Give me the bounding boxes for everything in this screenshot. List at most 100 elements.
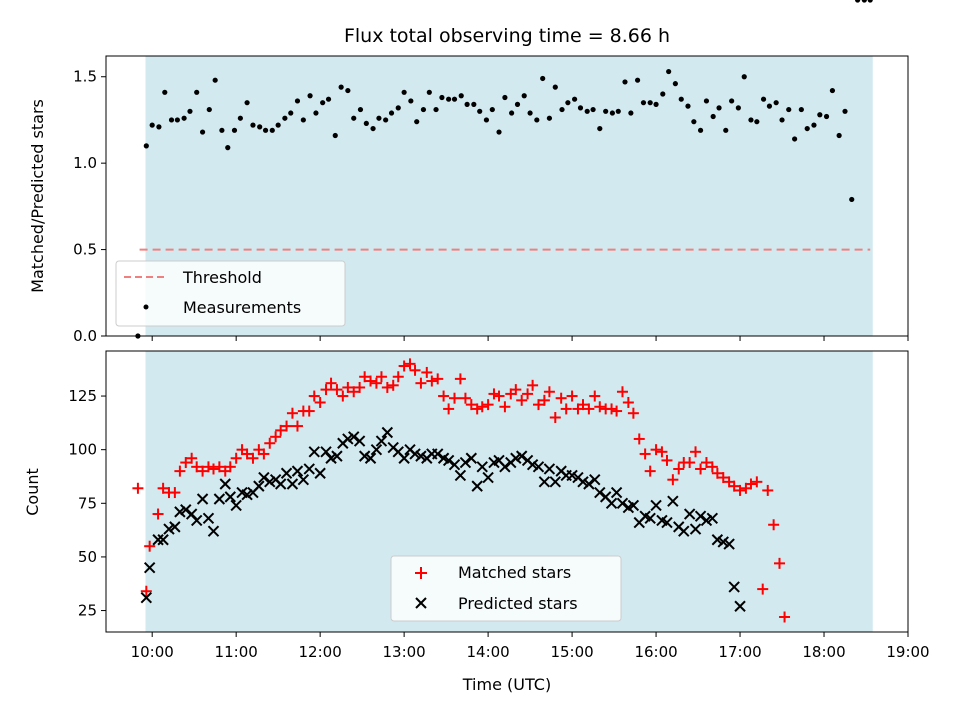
measurement-point: [143, 143, 149, 149]
measurement-point: [823, 113, 830, 120]
measurement-point: [817, 112, 823, 118]
measurement-point: [420, 106, 427, 113]
matched-star-marker: [616, 386, 628, 398]
measurement-point: [502, 94, 508, 101]
measurement-point: [735, 105, 741, 111]
predicted-star-marker: [650, 499, 662, 512]
predicted-star-marker: [549, 476, 561, 488]
measurement-point: [237, 115, 243, 121]
matched-star-marker: [432, 373, 444, 385]
bottom-y-tick-label: 25: [78, 602, 97, 620]
matched-star-marker: [286, 407, 298, 419]
measurement-point: [325, 96, 332, 102]
matched-star-marker: [661, 454, 673, 466]
top-y-axis-label: Matched/Predicted stars: [28, 99, 47, 293]
measurement-point: [446, 96, 452, 102]
matched-star-marker: [157, 482, 169, 494]
measurement-point: [275, 122, 281, 128]
measurement-point: [647, 100, 653, 106]
matched-star-marker: [140, 585, 152, 597]
predicted-star-marker: [661, 516, 673, 529]
measurement-point: [786, 106, 792, 113]
matched-star-marker: [409, 364, 421, 376]
matched-star-marker: [325, 377, 337, 389]
predicted-star-marker: [465, 452, 478, 464]
measurement-point: [483, 117, 490, 123]
measurement-point: [307, 93, 313, 99]
matched-star-marker: [706, 461, 718, 473]
legend-threshold-label: Threshold: [182, 268, 262, 287]
predicted-star-marker: [180, 504, 192, 516]
measurement-point: [257, 124, 263, 130]
measurement-point: [395, 105, 401, 111]
matched-star-marker: [169, 487, 181, 499]
predicted-star-marker: [459, 456, 472, 469]
predicted-star-marker: [442, 454, 455, 467]
measurement-point: [609, 110, 615, 116]
measurement-point: [496, 129, 502, 135]
measurement-point: [527, 110, 533, 116]
x-tick-label: 16:00: [634, 643, 677, 661]
matched-star-marker: [762, 484, 774, 496]
bottom-y-tick-label: 125: [68, 387, 97, 405]
predicted-star-marker: [627, 499, 640, 512]
measurement-point: [471, 101, 477, 107]
measurement-point: [773, 100, 779, 106]
measurement-point: [231, 127, 238, 133]
matched-star-marker: [594, 401, 606, 413]
matched-star-marker: [690, 446, 702, 458]
predicted-star-marker: [678, 525, 690, 537]
matched-star-marker: [757, 583, 769, 595]
matched-star-marker: [532, 399, 544, 411]
measurement-point: [666, 68, 672, 75]
predicted-star-marker: [734, 600, 746, 612]
matched-star-marker: [543, 386, 555, 398]
predicted-star-marker: [728, 581, 740, 593]
measurement-point: [206, 106, 212, 113]
matched-star-marker: [354, 381, 366, 393]
matched-star-marker: [258, 448, 270, 460]
measurement-point: [572, 96, 578, 102]
measurement-point: [282, 115, 288, 121]
predicted-star-marker: [308, 446, 320, 458]
measurement-point: [199, 129, 206, 135]
measurement-point: [219, 127, 225, 133]
predicted-star-marker: [202, 512, 215, 525]
predicted-star-marker: [583, 478, 595, 490]
matched-star-marker: [555, 392, 567, 404]
predicted-star-marker: [224, 491, 236, 503]
matched-star-marker: [482, 399, 494, 411]
x-tick-label: 18:00: [802, 643, 845, 661]
measurement-point: [685, 103, 691, 109]
measurement-point: [288, 110, 294, 116]
measurement-point: [590, 106, 596, 113]
matched-star-marker: [370, 377, 382, 389]
matched-star-marker: [611, 405, 623, 417]
predicted-star-marker: [230, 499, 242, 512]
matched-star-marker: [527, 379, 539, 391]
measurement-point: [269, 127, 275, 133]
matched-star-marker: [493, 390, 505, 402]
matched-star-marker: [314, 396, 326, 408]
legend-matched-label: Matched stars: [458, 563, 571, 582]
predicted-star-marker: [152, 534, 164, 546]
predicted-star-marker: [644, 512, 656, 525]
measurement-point: [168, 117, 175, 123]
measurement-point: [716, 105, 722, 111]
matched-star-marker: [421, 366, 433, 378]
matched-star-marker: [207, 463, 219, 475]
matched-star-marker: [583, 403, 595, 415]
matched-star-marker: [359, 371, 371, 383]
bottom-y-tick-label: 75: [78, 494, 97, 512]
measurement-point: [584, 108, 590, 114]
predicted-star-marker: [381, 426, 394, 439]
matched-star-marker: [443, 403, 455, 415]
measurement-point: [433, 106, 439, 113]
predicted-star-marker: [286, 478, 299, 490]
measurement-point: [451, 96, 458, 102]
matched-star-marker: [264, 437, 276, 449]
predicted-star-marker: [219, 478, 231, 490]
top-legend-box: [115, 260, 346, 327]
matched-star-marker: [589, 390, 601, 402]
